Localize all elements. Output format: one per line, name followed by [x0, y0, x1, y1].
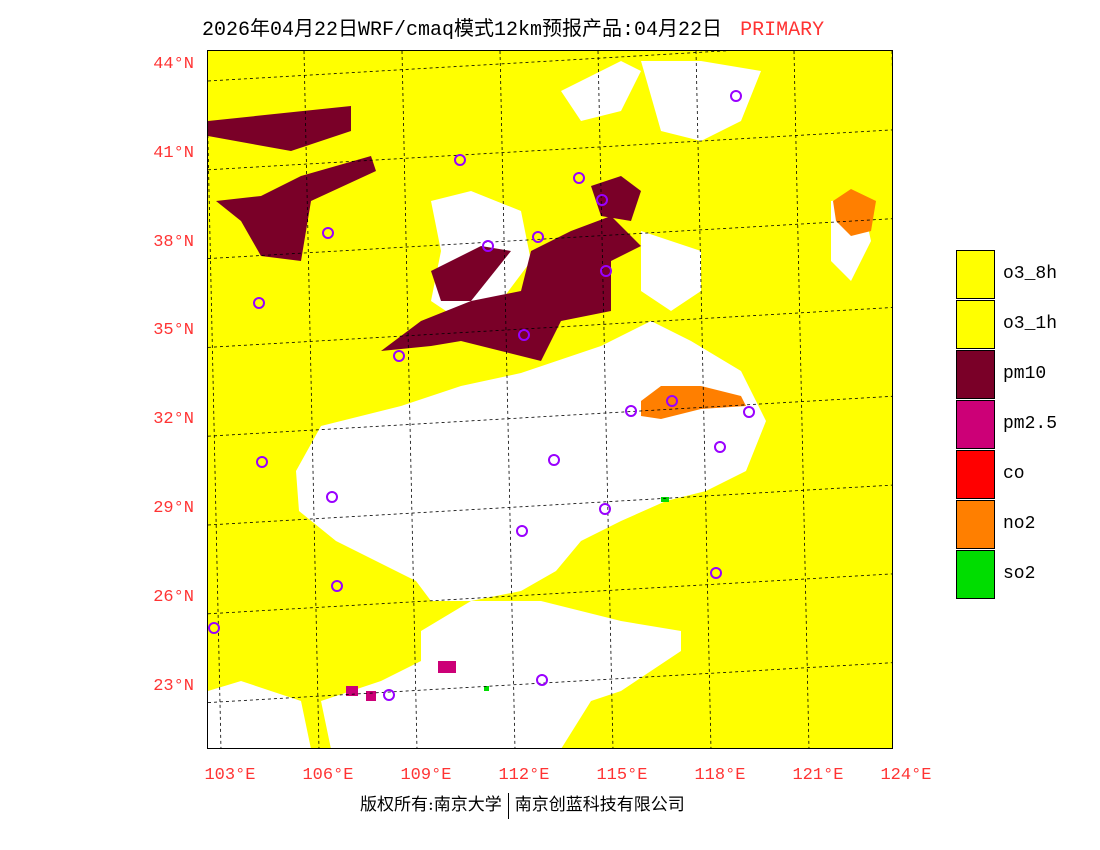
station-marker — [454, 154, 466, 166]
station-marker — [600, 265, 612, 277]
station-marker — [730, 90, 742, 102]
legend-item: o3_8h — [956, 249, 1057, 299]
longitude-line — [401, 51, 418, 748]
legend-item: o3_1h — [956, 299, 1057, 349]
copyright-left: 版权所有:南京大学 — [360, 795, 502, 815]
latitude-line — [208, 573, 892, 615]
legend-label: pm10 — [1003, 364, 1047, 384]
station-marker — [253, 297, 265, 309]
legend-label: co — [1003, 464, 1025, 484]
latitude-line — [208, 129, 892, 171]
legend-label: so2 — [1003, 564, 1036, 584]
legend-swatch — [956, 399, 995, 449]
station-marker — [666, 395, 678, 407]
pollutant-map — [207, 50, 893, 749]
station-marker — [710, 567, 722, 579]
longitude-line — [793, 51, 810, 748]
station-marker — [322, 227, 334, 239]
legend-item: no2 — [956, 499, 1057, 549]
lat-label: 41°N — [153, 144, 194, 163]
legend-swatch — [956, 249, 995, 299]
legend-swatch — [956, 299, 995, 349]
latitude-line — [208, 218, 892, 259]
lat-label: 23°N — [153, 677, 194, 696]
station-marker — [326, 491, 338, 503]
latitude-line — [208, 484, 892, 526]
lon-label: 109°E — [400, 766, 452, 785]
stations — [208, 90, 755, 701]
clean-areas — [208, 61, 871, 748]
primary-tag: PRIMARY — [740, 19, 825, 42]
legend-item: co — [956, 449, 1057, 499]
station-marker — [331, 580, 343, 592]
lon-label: 124°E — [880, 766, 932, 785]
legend-label: o3_8h — [1003, 264, 1058, 284]
latitude-line — [208, 395, 892, 437]
lat-label: 38°N — [153, 233, 194, 252]
station-marker — [573, 172, 585, 184]
station-marker — [548, 454, 560, 466]
longitude-line — [695, 51, 712, 748]
copyright-right: 南京创蓝科技有限公司 — [514, 795, 685, 815]
lat-label: 29°N — [153, 499, 194, 518]
lat-label: 26°N — [153, 588, 194, 607]
lon-label: 103°E — [204, 766, 256, 785]
lon-label: 106°E — [302, 766, 354, 785]
longitude-line — [597, 51, 614, 748]
title-text: 2026年04月22日WRF/cmaq模式12km预报产品:04月22日 — [202, 19, 723, 42]
station-marker — [532, 231, 544, 243]
map-canvas — [208, 51, 892, 748]
copyright: 版权所有:南京大学 南京创蓝科技有限公司 — [360, 790, 685, 819]
legend: o3_8h o3_1h pm10 pm2.5 co no2 so2 — [956, 249, 1057, 599]
no2-areas — [641, 189, 876, 419]
station-marker — [256, 456, 268, 468]
legend-swatch — [956, 349, 995, 399]
legend-label: no2 — [1003, 514, 1036, 534]
station-marker — [482, 240, 494, 252]
latitude-line — [208, 307, 892, 348]
legend-swatch — [956, 549, 995, 599]
pm25-areas — [346, 661, 456, 701]
longitude-line — [208, 125, 222, 748]
lat-label: 35°N — [153, 321, 194, 340]
lat-label: 32°N — [153, 410, 194, 429]
longitude-line — [303, 51, 320, 748]
map-title: 2026年04月22日WRF/cmaq模式12km预报产品:04月22日 PRIM… — [202, 12, 824, 42]
lon-label: 112°E — [498, 766, 550, 785]
legend-swatch — [956, 449, 995, 499]
latitude-line — [208, 51, 730, 82]
longitude-line — [891, 51, 892, 70]
station-marker — [599, 503, 611, 515]
so2-areas — [484, 497, 669, 691]
pm10-areas — [208, 106, 641, 361]
station-marker — [518, 329, 530, 341]
lon-label: 115°E — [596, 766, 648, 785]
station-marker — [393, 350, 405, 362]
lon-label: 121°E — [792, 766, 844, 785]
legend-label: o3_1h — [1003, 314, 1058, 334]
legend-item: so2 — [956, 549, 1057, 599]
lon-label: 118°E — [694, 766, 746, 785]
legend-swatch — [956, 499, 995, 549]
station-marker — [536, 674, 548, 686]
station-marker — [383, 689, 395, 701]
station-marker — [208, 622, 220, 634]
station-marker — [714, 441, 726, 453]
lat-label: 44°N — [153, 55, 194, 74]
station-marker — [516, 525, 528, 537]
latitude-line — [208, 662, 892, 703]
longitude-line — [499, 51, 516, 748]
legend-item: pm10 — [956, 349, 1057, 399]
station-marker — [743, 406, 755, 418]
station-marker — [625, 405, 637, 417]
legend-label: pm2.5 — [1003, 414, 1058, 434]
graticule — [208, 51, 892, 748]
station-marker — [596, 194, 608, 206]
legend-item: pm2.5 — [956, 399, 1057, 449]
